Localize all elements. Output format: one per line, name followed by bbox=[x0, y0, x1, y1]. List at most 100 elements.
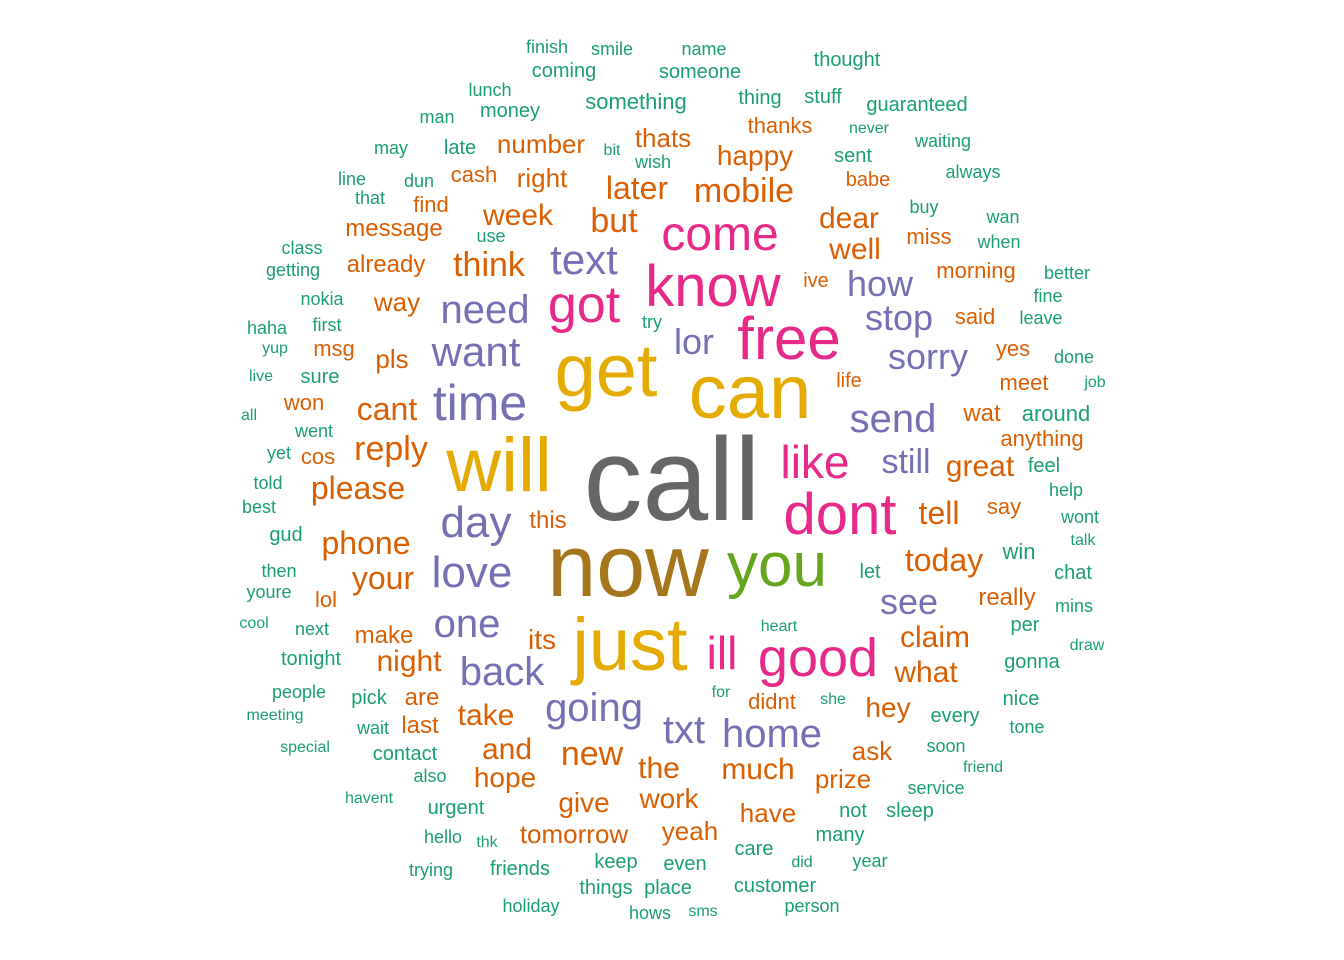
word-its: its bbox=[528, 624, 556, 655]
word-much: much bbox=[721, 753, 795, 786]
word-gonna: gonna bbox=[1004, 651, 1060, 673]
word-mins: mins bbox=[1054, 596, 1094, 616]
word-msg: msg bbox=[313, 336, 355, 361]
word-you: you bbox=[727, 531, 827, 600]
word-work: work bbox=[639, 783, 699, 814]
word-stuff: stuff bbox=[804, 86, 842, 108]
word-sleep: sleep bbox=[886, 800, 934, 822]
word-customer: customer bbox=[733, 875, 817, 897]
word-tell: tell bbox=[918, 495, 960, 531]
word-phone: phone bbox=[321, 525, 411, 561]
word-use: use bbox=[476, 226, 506, 246]
word-dont: dont bbox=[783, 482, 897, 547]
word-this: this bbox=[529, 507, 567, 534]
word-youre: youre bbox=[246, 582, 292, 602]
word-yup: yup bbox=[262, 340, 288, 357]
word-still: still bbox=[881, 443, 931, 481]
word-done: done bbox=[1053, 347, 1095, 367]
word-and: and bbox=[481, 733, 533, 766]
word-waiting: waiting bbox=[914, 131, 972, 151]
word-hello: hello bbox=[423, 827, 463, 847]
word-now: now bbox=[547, 516, 709, 615]
word-late: late bbox=[443, 137, 477, 159]
word-message: message bbox=[345, 215, 443, 242]
word-all: all bbox=[240, 407, 258, 424]
word-number: number bbox=[496, 129, 586, 159]
word-hows: hows bbox=[628, 903, 672, 923]
word-said: said bbox=[954, 304, 996, 329]
word-tone: tone bbox=[1009, 717, 1045, 737]
word-best: best bbox=[241, 497, 277, 517]
word-meet: meet bbox=[999, 370, 1049, 395]
word-babe: babe bbox=[845, 169, 891, 191]
word-going: going bbox=[545, 686, 643, 730]
word-not: not bbox=[839, 800, 867, 822]
word-she: she bbox=[820, 691, 846, 708]
word-wont: wont bbox=[1060, 507, 1100, 527]
word-are: are bbox=[404, 684, 440, 711]
word-find: find bbox=[413, 192, 449, 217]
word-money: money bbox=[479, 100, 541, 122]
word-free: free bbox=[737, 305, 841, 372]
word-won: won bbox=[283, 390, 325, 415]
word-around: around bbox=[1021, 401, 1091, 426]
word-great: great bbox=[945, 450, 1015, 483]
word-cos: cos bbox=[300, 444, 336, 469]
word-reply: reply bbox=[354, 430, 428, 468]
word-soon: soon bbox=[926, 736, 966, 756]
word-lunch: lunch bbox=[468, 80, 512, 100]
word-sms: sms bbox=[688, 903, 718, 920]
word-meeting: meeting bbox=[246, 707, 304, 724]
word-smile: smile bbox=[590, 39, 634, 59]
word-friend: friend bbox=[962, 759, 1004, 776]
word-someone: someone bbox=[658, 61, 742, 83]
word-week: week bbox=[482, 199, 554, 232]
word-today: today bbox=[904, 542, 984, 578]
word-gud: gud bbox=[269, 524, 303, 546]
word-the: the bbox=[638, 752, 680, 785]
word-did: did bbox=[791, 854, 813, 871]
word-mobile: mobile bbox=[693, 172, 795, 210]
word-really: really bbox=[978, 584, 1036, 611]
word-care: care bbox=[734, 838, 774, 860]
word-for: for bbox=[711, 684, 731, 701]
word-cash: cash bbox=[450, 162, 498, 187]
word-right: right bbox=[516, 163, 568, 193]
word-class: class bbox=[281, 238, 323, 258]
word-nice: nice bbox=[1002, 688, 1040, 710]
word-line: line bbox=[337, 169, 367, 189]
word-miss: miss bbox=[906, 224, 952, 249]
word-what: what bbox=[894, 656, 958, 689]
word-tomorrow: tomorrow bbox=[519, 819, 629, 849]
word-heart: heart bbox=[760, 618, 798, 635]
word-come: come bbox=[661, 208, 779, 261]
word-wait: wait bbox=[356, 718, 390, 738]
word-job: job bbox=[1084, 374, 1106, 391]
word-name: name bbox=[681, 39, 727, 59]
word-let: let bbox=[859, 561, 881, 583]
word-wan: wan bbox=[986, 207, 1020, 227]
word-just: just bbox=[572, 603, 688, 686]
word-call: call bbox=[583, 414, 761, 546]
word-year: year bbox=[852, 851, 888, 871]
word-but: but bbox=[590, 202, 638, 240]
word-draw: draw bbox=[1069, 637, 1105, 654]
word-already: already bbox=[346, 251, 426, 278]
word-pls: pls bbox=[375, 344, 409, 374]
word-last: last bbox=[401, 712, 439, 739]
word-lol: lol bbox=[314, 587, 338, 612]
word-coming: coming bbox=[531, 60, 597, 82]
word-special: special bbox=[280, 739, 330, 756]
word-sent: sent bbox=[834, 145, 872, 167]
word-good: good bbox=[757, 628, 879, 688]
word-ill: ill bbox=[706, 627, 738, 679]
word-nokia: nokia bbox=[300, 289, 344, 309]
word-life: life bbox=[836, 370, 862, 392]
word-better: better bbox=[1043, 263, 1091, 283]
word-fine: fine bbox=[1033, 286, 1063, 306]
word-went: went bbox=[294, 421, 334, 441]
word-that: that bbox=[354, 188, 386, 208]
word-leave: leave bbox=[1019, 308, 1063, 328]
word-take: take bbox=[457, 699, 515, 732]
